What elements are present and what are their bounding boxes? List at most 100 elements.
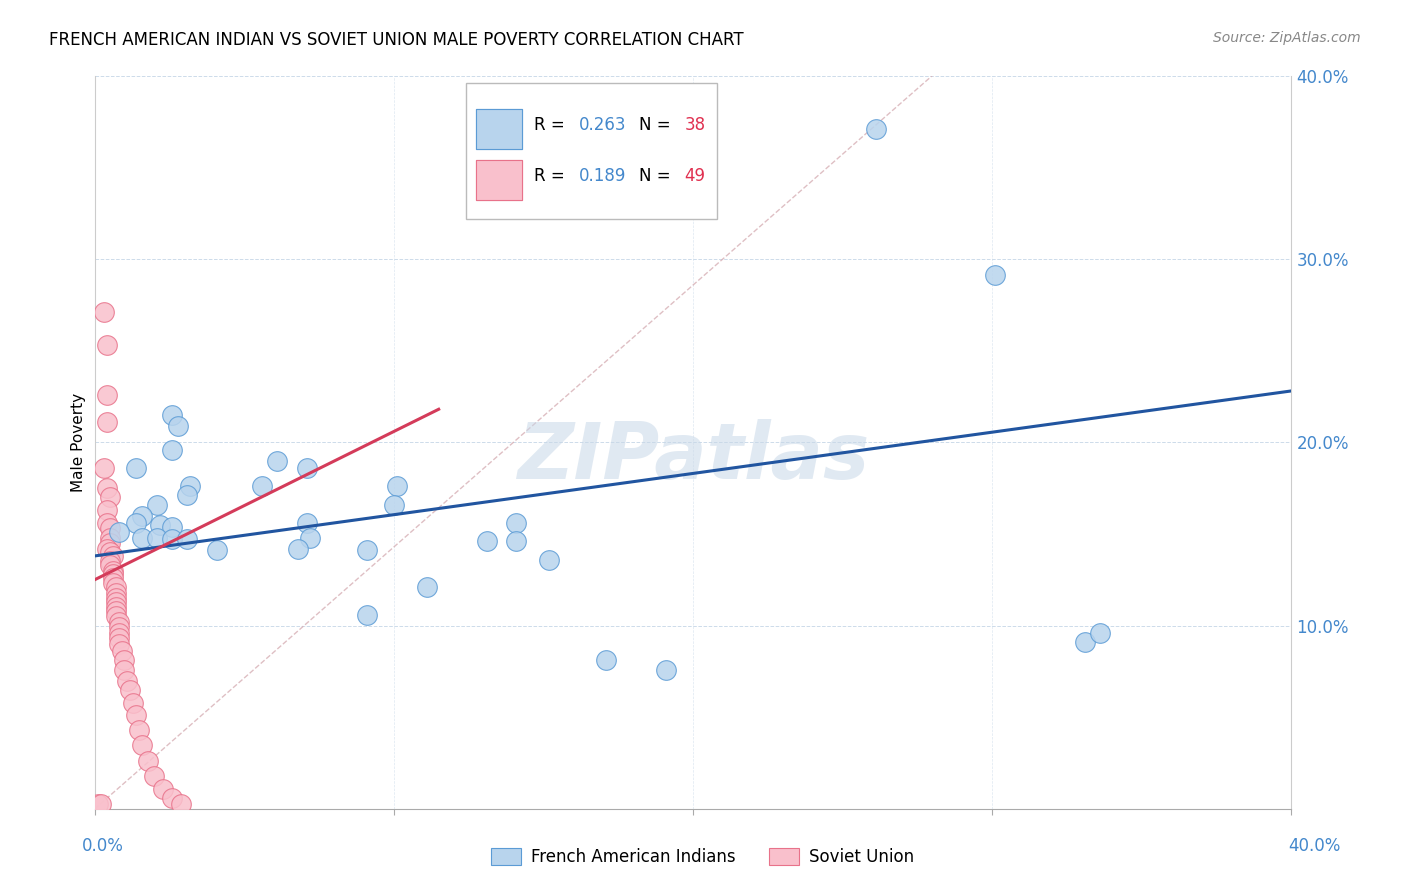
Text: 0.263: 0.263 (579, 116, 627, 134)
Point (149, 517, 172, 532)
Point (865, 121, 887, 136)
Point (1074, 635, 1097, 649)
Point (167, 418, 190, 433)
Point (98, 531, 121, 545)
Point (146, 498, 169, 512)
Point (162, 519, 184, 533)
Point (86, 797, 108, 811)
Point (98, 554, 121, 568)
Legend: French American Indians, Soviet Union: French American Indians, Soviet Union (485, 841, 921, 873)
Point (96, 338, 118, 352)
FancyBboxPatch shape (465, 83, 717, 219)
Point (131, 531, 153, 545)
Point (93, 461, 115, 475)
Text: ZIPatlas: ZIPatlas (517, 419, 869, 495)
Point (138, 755, 160, 769)
Point (98, 536, 121, 550)
Y-axis label: Male Poverty: Male Poverty (72, 392, 86, 491)
Text: Source: ZipAtlas.com: Source: ZipAtlas.com (1213, 31, 1361, 45)
Point (107, 632, 129, 646)
Point (90, 797, 112, 811)
Point (110, 644, 132, 658)
Point (114, 653, 136, 667)
Text: N =: N = (640, 116, 676, 134)
Point (143, 769, 166, 783)
Point (107, 626, 129, 640)
Text: FRENCH AMERICAN INDIAN VS SOVIET UNION MALE POVERTY CORRELATION CHART: FRENCH AMERICAN INDIAN VS SOVIET UNION M… (49, 31, 744, 49)
Point (96, 503, 118, 517)
Point (101, 567, 124, 582)
Point (538, 552, 561, 566)
Text: R =: R = (534, 167, 569, 185)
Point (120, 682, 142, 697)
Point (131, 738, 153, 752)
Point (104, 595, 127, 609)
Point (125, 461, 148, 475)
Text: 40.0%: 40.0% (1288, 837, 1341, 855)
Point (104, 585, 127, 599)
Point (107, 615, 129, 629)
Text: R =: R = (534, 116, 569, 134)
Point (107, 525, 129, 540)
Point (131, 508, 153, 523)
Point (101, 571, 124, 585)
Point (475, 534, 498, 549)
Text: 0.189: 0.189 (579, 167, 627, 185)
FancyBboxPatch shape (477, 109, 522, 149)
Point (104, 600, 127, 615)
Point (176, 533, 198, 547)
Point (104, 604, 127, 618)
Text: 38: 38 (685, 116, 706, 134)
Point (146, 531, 169, 545)
Point (93, 305, 115, 319)
Point (595, 653, 617, 667)
Point (128, 723, 150, 738)
Point (1088, 626, 1111, 640)
Point (415, 580, 437, 594)
Point (96, 516, 118, 530)
Text: 49: 49 (685, 167, 706, 185)
Point (250, 479, 273, 493)
Point (98, 521, 121, 535)
Point (266, 453, 288, 467)
Point (505, 516, 527, 530)
Point (162, 408, 184, 422)
Point (101, 549, 124, 563)
Point (295, 461, 318, 475)
Point (170, 797, 193, 811)
Point (207, 543, 229, 558)
Point (96, 481, 118, 495)
Point (356, 543, 378, 558)
Point (96, 415, 118, 429)
Point (122, 696, 145, 710)
Point (162, 533, 184, 547)
Point (98, 490, 121, 504)
Point (98, 545, 121, 559)
Point (382, 498, 405, 512)
Text: 0.0%: 0.0% (82, 837, 124, 855)
Text: N =: N = (640, 167, 676, 185)
Point (385, 479, 408, 493)
Point (287, 541, 309, 556)
Point (152, 781, 174, 796)
Point (96, 541, 118, 556)
Point (96, 387, 118, 401)
Point (125, 516, 148, 530)
Point (107, 637, 129, 651)
Point (107, 620, 129, 634)
Point (179, 479, 201, 493)
Point (655, 663, 678, 677)
Point (125, 708, 148, 723)
Point (117, 673, 139, 688)
Point (98, 558, 121, 573)
Point (101, 576, 124, 591)
Point (104, 609, 127, 624)
Point (176, 488, 198, 502)
Point (104, 580, 127, 594)
Point (505, 534, 527, 549)
Point (114, 663, 136, 677)
FancyBboxPatch shape (477, 160, 522, 200)
Point (984, 268, 1007, 283)
Point (101, 564, 124, 578)
Point (162, 791, 184, 805)
